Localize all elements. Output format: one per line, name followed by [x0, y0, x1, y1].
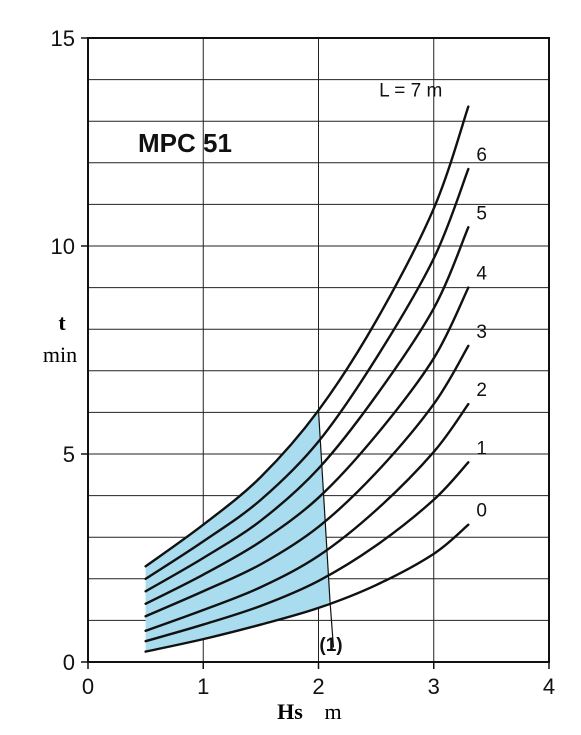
series-label-4: 4 [476, 264, 487, 285]
curves [144, 105, 470, 653]
x-tick-label: 2 [312, 674, 324, 699]
x-axis-unit: m [324, 699, 341, 724]
x-tick-label: 3 [428, 674, 440, 699]
series-line-0 [144, 523, 470, 653]
x-tick-label: 4 [543, 674, 555, 699]
y-tick-label: 0 [63, 650, 75, 675]
chart-title: MPC 51 [138, 128, 232, 158]
series-label-6: 6 [476, 145, 487, 166]
series-line-2 [144, 402, 470, 632]
series-line-1 [144, 461, 470, 643]
labels: 0 1 2 3 4 5 6 L = 7 m [379, 81, 487, 522]
series-label-7: L = 7 m [379, 81, 442, 102]
y-tick-label: 15 [51, 26, 75, 51]
series-label-0: 0 [476, 501, 487, 522]
series-line-3 [144, 344, 470, 618]
x-tick-label: 1 [197, 674, 209, 699]
region-boundary [317, 410, 331, 602]
annotation-pointer [329, 601, 335, 648]
series-line-4 [144, 286, 470, 605]
annotation-label: (1) [319, 635, 342, 656]
series-line-7 [144, 105, 470, 568]
series-label-2: 2 [476, 380, 487, 401]
shaded-region [145, 410, 331, 652]
y-tick-label: 10 [51, 234, 75, 259]
series-label-5: 5 [476, 203, 487, 224]
series-label-1: 1 [476, 438, 487, 459]
series-line-5 [144, 226, 470, 593]
x-axis-label: Hs [277, 699, 303, 724]
x-tick-label: 0 [82, 674, 94, 699]
y-tick-label: 5 [63, 442, 75, 467]
series-label-3: 3 [476, 322, 487, 343]
series-line-6 [144, 167, 470, 580]
y-axis-label: t [58, 310, 66, 335]
y-axis-unit: min [43, 342, 77, 367]
